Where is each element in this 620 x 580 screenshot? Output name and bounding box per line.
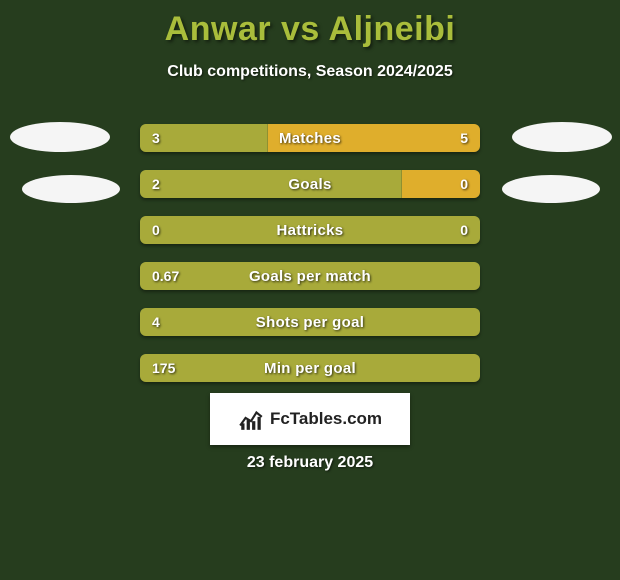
stat-row: 00Hattricks — [140, 216, 480, 244]
stat-label: Shots per goal — [140, 308, 480, 336]
stat-label: Goals — [140, 170, 480, 198]
date-label: 23 february 2025 — [0, 454, 620, 472]
player-right-oval-primary — [512, 122, 612, 152]
stat-label: Min per goal — [140, 354, 480, 382]
chart-icon — [238, 406, 264, 432]
brand-logo-box: FcTables.com — [210, 393, 410, 445]
stat-label: Goals per match — [140, 262, 480, 290]
stat-row: 35Matches — [140, 124, 480, 152]
player-left-oval-secondary — [22, 175, 120, 203]
stat-row: 20Goals — [140, 170, 480, 198]
brand-text: FcTables.com — [270, 409, 382, 429]
stat-row: 4Shots per goal — [140, 308, 480, 336]
subtitle: Club competitions, Season 2024/2025 — [0, 63, 620, 81]
comparison-rows: 35Matches 20Goals 00Hattricks 0.67Goals per… — [140, 124, 480, 400]
page-title: Anwar vs Aljneibi — [0, 0, 620, 49]
player-left-oval-primary — [10, 122, 110, 152]
player-right-oval-secondary — [502, 175, 600, 203]
stat-row: 175Min per goal — [140, 354, 480, 382]
stat-label: Matches — [140, 124, 480, 152]
stat-row: 0.67Goals per match — [140, 262, 480, 290]
stat-label: Hattricks — [140, 216, 480, 244]
